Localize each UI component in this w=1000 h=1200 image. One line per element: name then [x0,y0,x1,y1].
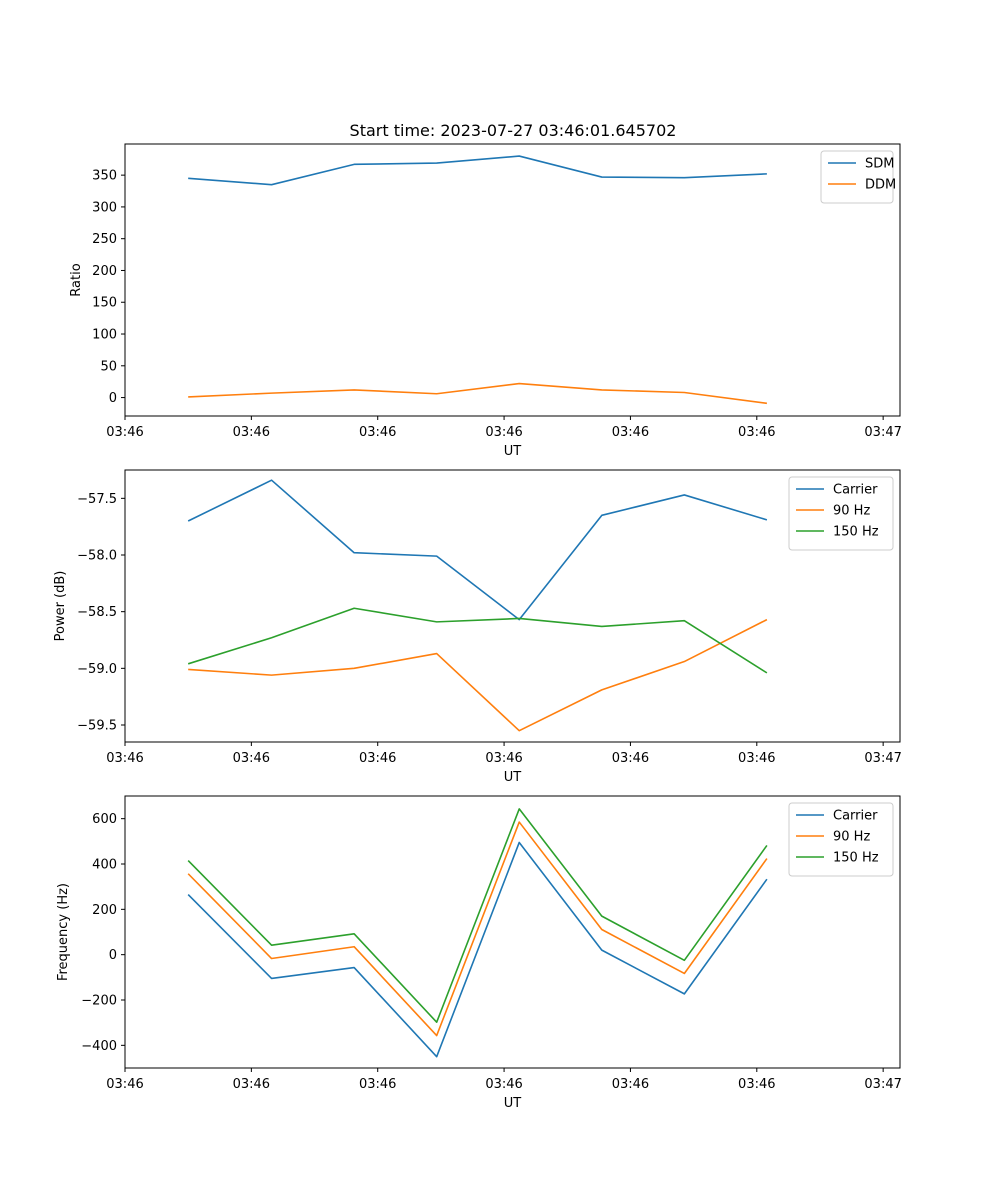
frequency-ytick-label: 600 [92,812,117,827]
frequency-x-axis-label: UT [504,1096,522,1111]
power-legend-label-carrier: Carrier [833,483,878,498]
power-xtick-label: 03:46 [359,751,396,766]
ratio-panel: 0 50 100 150 200 250 300 350 03:46 03:46 03:46 03:4… [69,143,902,459]
ratio-ytick-label: 150 [92,296,117,311]
power-panel: −59.5 −59.0 −58.5 −58.0 −57.5 03:46 03:46 03:46… [53,469,902,785]
power-xtick-label: 03:46 [738,751,775,766]
ratio-legend-label-sdm: SDM [865,157,894,172]
power-series-carrier-line [187,479,768,621]
ratio-axes-frame [124,143,901,417]
frequency-series-150-hz-line [187,808,768,1024]
frequency-series-carrier-line [187,841,768,1058]
power-legend-label-90-hz: 90 Hz [833,504,870,519]
ratio-ytick-label: 0 [109,391,117,406]
power-xtick-label: 03:46 [612,751,649,766]
ratio-xtick-label: 03:46 [738,425,775,440]
frequency-xtick-label: 03:46 [485,1077,522,1092]
power-series-90-hz-line [188,618,768,732]
frequency-axes-frame [124,795,901,1069]
power-series-150-hz-line [187,607,768,674]
ratio-xtick-label: 03:46 [106,425,143,440]
ratio-xtick-label: 03:46 [233,425,270,440]
frequency-legend-label-150-hz: 150 Hz [833,851,879,866]
ratio-series-sdm-line [188,155,767,186]
ratio-ytick-label: 200 [92,264,117,279]
power-xtick-label: 03:46 [485,751,522,766]
frequency-panel: −400 −200 0 200 400 600 03:46 03:46 03:46 03:46 03… [56,795,902,1111]
ratio-legend-label-ddm: DDM [865,178,896,193]
frequency-ytick-label: 0 [109,948,117,963]
power-xtick-label: 03:46 [233,751,270,766]
frequency-ytick-label: −400 [81,1039,117,1054]
power-y-axis-label: Power (dB) [53,571,68,642]
frequency-ytick-label: 200 [92,903,117,918]
ratio-ytick-label: 100 [92,328,117,343]
ratio-ytick-label: 350 [92,169,117,184]
frequency-xtick-label: 03:46 [359,1077,396,1092]
ratio-xtick-label: 03:46 [485,425,522,440]
chart-title: Start time: 2023-07-27 03:46:01.645702 [350,121,677,140]
ratio-xtick-label: 03:46 [359,425,396,440]
frequency-y-axis-label: Frequency (Hz) [56,883,71,981]
frequency-legend-label-90-hz: 90 Hz [833,830,870,845]
ratio-ytick-label: 50 [100,359,117,374]
frequency-series-90-hz-line [187,821,768,1037]
ratio-y-axis-label: Ratio [69,263,84,296]
ratio-x-axis-label: UT [504,444,522,459]
frequency-ytick-label: 400 [92,858,117,873]
frequency-xtick-label: 03:46 [233,1077,270,1092]
ratio-legend [820,150,894,204]
frequency-xtick-label: 03:46 [106,1077,143,1092]
ratio-ytick-label: 250 [92,232,117,247]
frequency-xtick-label: 03:46 [738,1077,775,1092]
power-ytick-label: −58.5 [77,605,117,620]
power-ytick-label: −57.5 [77,492,117,507]
power-legend-label-150-hz: 150 Hz [833,525,879,540]
frequency-xtick-label: 03:47 [864,1077,901,1092]
frequency-ytick-label: −200 [81,994,117,1009]
ratio-xtick-label: 03:46 [612,425,649,440]
power-axes-frame [124,469,901,743]
power-xtick-label: 03:47 [864,751,901,766]
power-xtick-label: 03:46 [106,751,143,766]
ratio-ytick-label: 300 [92,200,117,215]
ratio-xtick-label: 03:47 [864,425,901,440]
power-ytick-label: −58.0 [77,549,117,564]
power-x-axis-label: UT [504,770,522,785]
frequency-legend-label-carrier: Carrier [833,809,878,824]
power-ytick-label: −59.0 [77,662,117,677]
power-ytick-label: −59.5 [77,719,117,734]
frequency-xtick-label: 03:46 [612,1077,649,1092]
ratio-series-ddm-line [188,382,768,405]
